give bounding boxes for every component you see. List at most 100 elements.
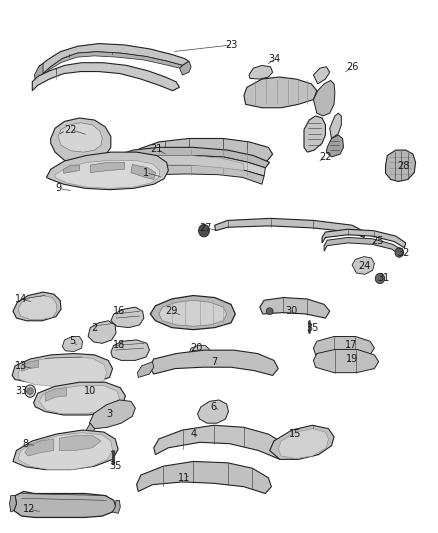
Text: 8: 8: [22, 439, 28, 449]
Polygon shape: [113, 165, 264, 184]
Text: 9: 9: [55, 183, 61, 193]
Ellipse shape: [27, 387, 33, 394]
Text: 32: 32: [397, 247, 410, 257]
Polygon shape: [114, 156, 265, 176]
Text: 22: 22: [65, 125, 77, 135]
Text: 20: 20: [191, 343, 203, 353]
Text: 10: 10: [84, 386, 96, 396]
Polygon shape: [32, 63, 180, 91]
Text: 1: 1: [143, 167, 149, 177]
Polygon shape: [322, 229, 406, 248]
Ellipse shape: [375, 273, 385, 284]
Polygon shape: [215, 219, 365, 238]
Polygon shape: [189, 345, 209, 358]
Polygon shape: [159, 300, 227, 326]
Text: 35: 35: [307, 322, 319, 333]
Polygon shape: [314, 336, 374, 359]
Polygon shape: [51, 118, 111, 163]
Polygon shape: [352, 256, 374, 274]
Polygon shape: [12, 353, 113, 384]
Polygon shape: [249, 66, 272, 79]
Polygon shape: [138, 362, 154, 377]
Text: 12: 12: [23, 504, 35, 514]
Ellipse shape: [191, 311, 196, 317]
Text: 27: 27: [199, 223, 212, 233]
Text: 6: 6: [211, 402, 217, 412]
Text: 24: 24: [358, 261, 370, 271]
Polygon shape: [18, 295, 57, 319]
Polygon shape: [46, 152, 168, 190]
Text: 16: 16: [113, 306, 126, 316]
Polygon shape: [90, 163, 124, 173]
Polygon shape: [59, 435, 101, 450]
Polygon shape: [270, 425, 334, 459]
Polygon shape: [25, 439, 54, 456]
Polygon shape: [34, 382, 125, 415]
Polygon shape: [113, 500, 120, 513]
Ellipse shape: [165, 311, 170, 317]
Polygon shape: [150, 295, 235, 329]
Ellipse shape: [198, 224, 209, 237]
Polygon shape: [330, 113, 341, 139]
Polygon shape: [58, 123, 102, 152]
Polygon shape: [13, 430, 118, 470]
Text: 15: 15: [289, 429, 302, 439]
Ellipse shape: [258, 69, 264, 75]
Text: 3: 3: [106, 409, 113, 418]
Polygon shape: [35, 63, 43, 80]
Polygon shape: [137, 156, 244, 171]
Text: 7: 7: [212, 357, 218, 367]
Polygon shape: [111, 147, 270, 168]
Polygon shape: [88, 321, 116, 343]
Polygon shape: [111, 307, 144, 328]
Text: 5: 5: [69, 336, 75, 346]
Polygon shape: [111, 340, 149, 360]
Text: 13: 13: [15, 361, 28, 371]
Text: 11: 11: [178, 473, 190, 483]
Text: 30: 30: [285, 306, 297, 316]
Text: 22: 22: [319, 152, 332, 162]
Polygon shape: [137, 139, 272, 161]
Polygon shape: [180, 61, 191, 75]
Polygon shape: [326, 135, 343, 157]
Polygon shape: [137, 462, 272, 494]
Polygon shape: [21, 360, 39, 372]
Text: 25: 25: [371, 236, 384, 246]
Polygon shape: [314, 80, 335, 116]
Polygon shape: [62, 336, 82, 351]
Polygon shape: [18, 357, 106, 386]
Polygon shape: [278, 429, 328, 459]
Polygon shape: [42, 52, 183, 76]
Polygon shape: [64, 165, 79, 173]
Polygon shape: [89, 400, 135, 429]
Text: 18: 18: [113, 341, 126, 350]
Text: 14: 14: [15, 294, 28, 304]
Polygon shape: [149, 350, 278, 375]
Ellipse shape: [266, 308, 273, 314]
Text: 33: 33: [15, 386, 28, 396]
Polygon shape: [18, 433, 113, 470]
Text: 4: 4: [190, 429, 196, 439]
Polygon shape: [304, 116, 325, 152]
Text: 21: 21: [151, 144, 163, 154]
Ellipse shape: [25, 385, 35, 397]
Polygon shape: [39, 44, 189, 74]
Polygon shape: [314, 350, 379, 373]
Text: 17: 17: [345, 341, 357, 350]
Polygon shape: [385, 150, 416, 182]
Text: 23: 23: [226, 40, 238, 50]
Polygon shape: [55, 160, 160, 188]
Polygon shape: [13, 292, 61, 321]
Polygon shape: [154, 425, 287, 459]
Polygon shape: [324, 238, 403, 255]
Polygon shape: [131, 164, 155, 180]
Polygon shape: [198, 400, 229, 423]
Polygon shape: [10, 496, 16, 512]
Polygon shape: [244, 77, 317, 108]
Polygon shape: [260, 297, 330, 318]
Polygon shape: [14, 491, 116, 518]
Text: 31: 31: [377, 273, 389, 284]
Text: 34: 34: [268, 54, 281, 63]
Polygon shape: [85, 423, 95, 439]
Text: 2: 2: [92, 322, 98, 333]
